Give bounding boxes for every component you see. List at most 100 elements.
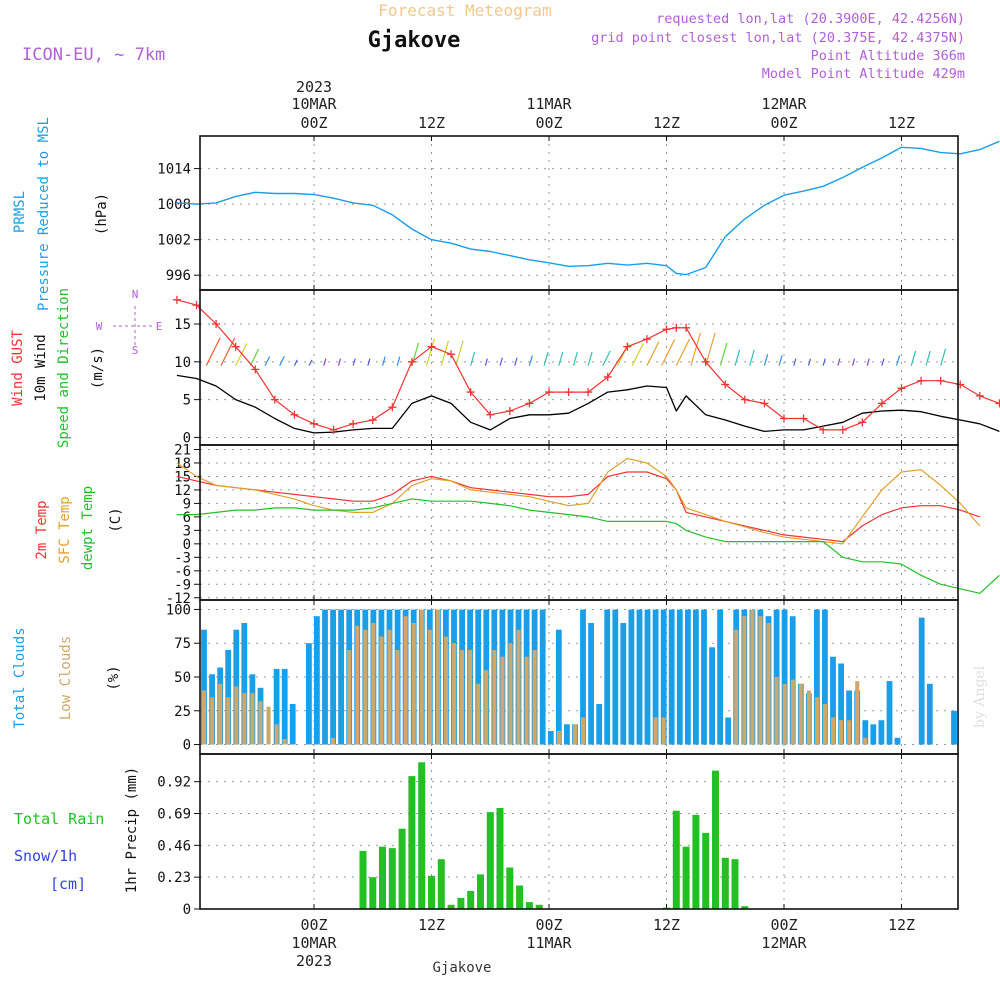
total-cloud-bar — [273, 668, 280, 745]
total-cloud-bar — [781, 609, 788, 745]
wind-arrow — [793, 358, 797, 366]
total-clouds-label: Total Clouds — [12, 627, 28, 728]
gust-point — [329, 425, 338, 434]
gust-point — [897, 384, 906, 393]
low-cloud-bar — [234, 686, 239, 745]
xtick-label-top: 00Z — [300, 114, 327, 132]
requested-lonlat: requested lon,lat (20.3900E, 42.4256N) — [656, 11, 965, 27]
low-cloud-bar — [387, 629, 392, 745]
wind-arrow — [719, 342, 728, 366]
total-cloud-bar — [289, 704, 296, 745]
ytick-label: 0 — [183, 902, 191, 918]
gust-point — [975, 391, 984, 400]
temp-unit: (C) — [108, 507, 124, 532]
temp2m-label: 2m Temp — [34, 500, 50, 559]
total-cloud-bar — [676, 609, 683, 745]
xtick-label-bottom: 00Z — [300, 916, 327, 934]
gust-point — [799, 414, 808, 423]
xtick-label-top: 12Z — [418, 114, 445, 132]
wind-arrow — [293, 359, 298, 366]
ytick-label: -12 — [166, 591, 191, 607]
total-cloud-bar — [636, 609, 643, 745]
total-cloud-bar — [588, 623, 594, 745]
gust-point — [642, 335, 651, 344]
gust-point — [740, 395, 749, 404]
ytick-label: 1002 — [157, 233, 191, 249]
low-cloud-bar — [484, 670, 489, 745]
year-label-top: 2023 — [296, 78, 332, 96]
gust-point — [251, 365, 260, 374]
wind-arrow — [734, 349, 741, 366]
rain-bar — [721, 857, 729, 909]
pressure-label-1: PRMSL — [12, 191, 28, 233]
wind-arrow — [440, 340, 450, 366]
gust-point — [407, 357, 416, 366]
total-cloud-bar — [201, 629, 207, 745]
ytick-label: 0.69 — [157, 807, 191, 823]
low-cloud-bar — [855, 681, 860, 745]
wind-arrow — [367, 358, 371, 366]
total-cloud-bar — [660, 609, 667, 745]
low-cloud-bar — [435, 609, 440, 745]
low-cloud-bar — [758, 616, 763, 745]
ytick-label: 1014 — [157, 162, 191, 178]
total-cloud-bar — [918, 617, 925, 745]
panel-frame — [199, 135, 959, 291]
total-cloud-bar — [725, 717, 732, 745]
model-label: ICON-EU, ~ 7km — [22, 45, 165, 65]
gust-point — [172, 295, 181, 304]
compass-rose — [113, 306, 153, 346]
low-cloud-bar — [202, 690, 207, 745]
wind-arrow — [837, 358, 841, 366]
wind-arrow — [455, 340, 464, 366]
total-cloud-bar — [306, 643, 312, 745]
xtick-label-top: 00Z — [535, 114, 562, 132]
gust-point — [447, 350, 456, 359]
wind-arrow — [249, 348, 260, 366]
year-label-bottom: 2023 — [296, 952, 332, 970]
rain-bar — [516, 885, 524, 909]
wind-arrow — [778, 355, 783, 366]
low-cloud-bar — [532, 650, 537, 745]
wind-arrow — [807, 358, 812, 366]
wind-arrow — [572, 351, 578, 366]
low-cloud-bar — [782, 683, 787, 745]
gust-point — [270, 395, 279, 404]
xtick-label-top: 12Z — [888, 114, 915, 132]
total-cloud-bar — [281, 668, 288, 745]
ytick-label: 75 — [174, 636, 191, 652]
low-cloud-bar — [766, 623, 771, 745]
rain-bar — [672, 810, 680, 909]
ytick-label: 0.23 — [157, 870, 191, 886]
rain-bar — [398, 828, 406, 909]
gust-point — [545, 388, 553, 397]
low-cloud-bar — [403, 616, 408, 745]
low-cloud-bar — [790, 679, 795, 745]
low-cloud-bar — [250, 693, 255, 745]
total-cloud-bar — [338, 609, 344, 745]
gust-label: Wind GUST — [10, 330, 26, 406]
xtick-label-bottom: 00Z — [770, 916, 797, 934]
low-cloud-bar — [742, 616, 747, 745]
gust-point — [310, 419, 318, 428]
gust-point — [368, 416, 377, 425]
sfctemp-line — [176, 457, 981, 545]
total-cloud-bar — [330, 609, 336, 745]
total-cloud-bar — [862, 720, 869, 745]
gust-point — [995, 399, 1000, 408]
wind-arrow — [866, 358, 870, 366]
low-cloud-bar — [258, 701, 263, 745]
total-cloud-bar — [926, 683, 933, 745]
plot-area: 996100210081014051015-12-9-6-30369121518… — [10, 78, 1000, 970]
low-cloud-bar — [363, 629, 368, 745]
wind-arrow — [352, 358, 356, 366]
rain-bar — [369, 877, 377, 909]
low-cloud-bar — [371, 623, 376, 745]
pressure-unit: (hPa) — [94, 193, 110, 235]
wind-arrow — [690, 332, 701, 366]
gust-point — [936, 376, 945, 385]
rain-bar — [496, 808, 504, 909]
date-label-bottom: 12MAR — [761, 934, 807, 952]
precip-unit: 1hr Precip (mm) — [124, 767, 140, 893]
